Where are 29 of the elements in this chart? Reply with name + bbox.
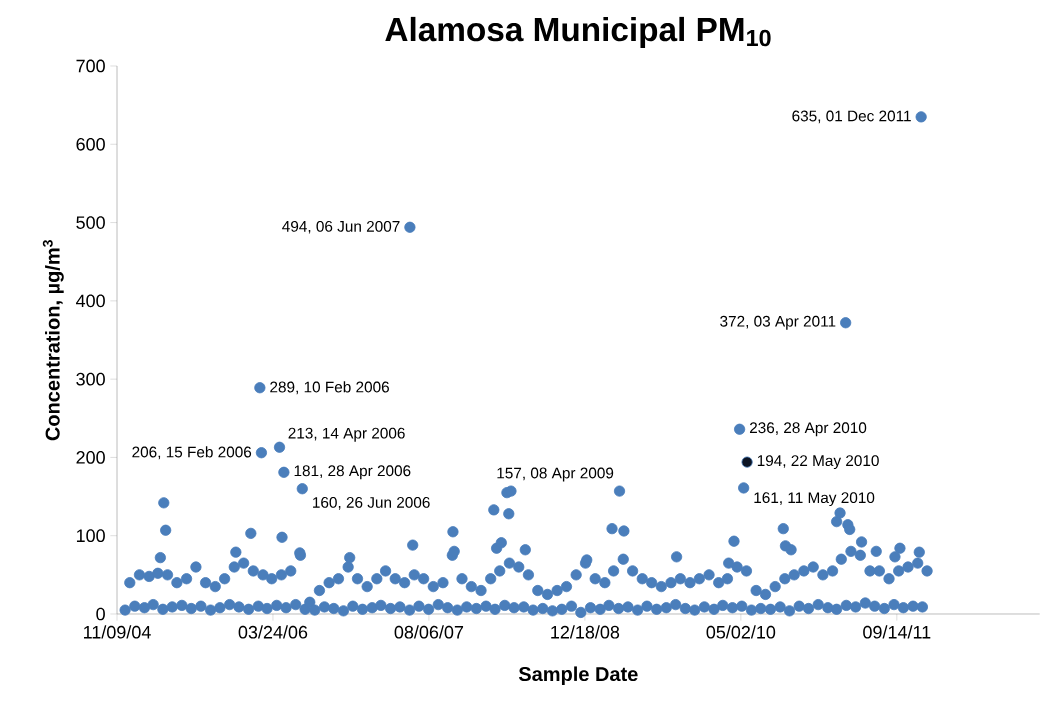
y-tick-label: 600 <box>76 137 105 151</box>
annotation: 161, 11 May 2010 <box>754 492 875 507</box>
annotation: 635, 01 Dec 2011 <box>792 110 911 124</box>
chart-title: Alamosa Municipal PM$_{10}$ <box>385 16 771 48</box>
y-tick-label: 300 <box>76 372 105 386</box>
y-tick-label: 500 <box>76 216 105 229</box>
x-tick-label: 12/18/08 <box>551 625 620 639</box>
x-tick-label: 05/02/10 <box>706 625 776 639</box>
y-tick-label: 700 <box>76 59 105 73</box>
annotation: 157, 08 Apr 2009 <box>497 467 614 482</box>
annotation: 160, 26 Jun 2006 <box>313 497 430 510</box>
x-axis-title: Sample Date <box>518 666 638 686</box>
x-tick-label: 08/06/07 <box>394 625 464 639</box>
annotation: 181, 28 Apr 2006 <box>294 465 411 480</box>
annotation: 289, 10 Feb 2006 <box>270 381 389 395</box>
annotation: 494, 06 Jun 2007 <box>282 220 400 234</box>
annotation: 236, 28 Apr 2010 <box>749 422 867 437</box>
y-tick-label: 0 <box>96 607 105 621</box>
annotation: 194, 22 May 2010 <box>757 455 879 470</box>
annotation: 213, 14 Apr 2006 <box>288 427 405 442</box>
x-tick-label: 09/14/11 <box>863 625 931 639</box>
y-axis-title: Concentration, µg/m$^{3}$ <box>42 240 64 441</box>
y-tick-label: 100 <box>76 529 105 543</box>
y-tick-label: 400 <box>76 294 105 308</box>
annotation: 206, 15 Feb 2006 <box>132 446 252 460</box>
y-tick-label: 200 <box>76 451 105 464</box>
x-tick-label: 11/09/04 <box>84 625 151 639</box>
x-tick-label: 03/24/06 <box>238 625 308 639</box>
annotation: 372, 03 Apr 2011 <box>720 315 836 330</box>
